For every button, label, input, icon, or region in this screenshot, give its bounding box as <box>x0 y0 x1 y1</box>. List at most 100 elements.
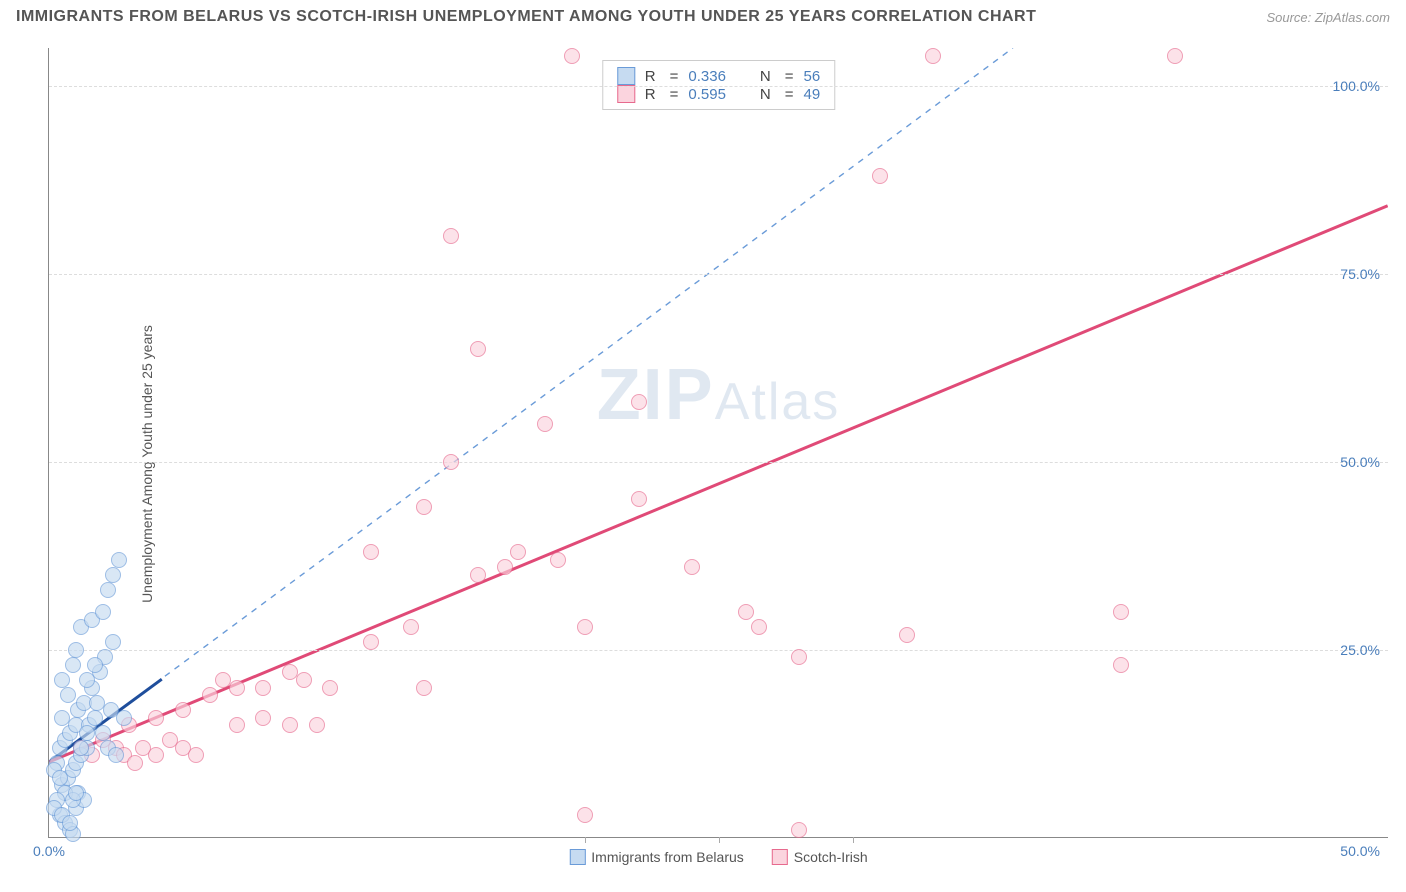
data-point <box>229 680 245 696</box>
data-point <box>65 657 81 673</box>
gridline <box>49 462 1388 463</box>
data-point <box>577 807 593 823</box>
legend-n-value-a: 56 <box>804 68 821 85</box>
watermark-atlas: Atlas <box>715 373 841 431</box>
data-point <box>925 48 941 64</box>
data-point <box>54 672 70 688</box>
legend-n-value-b: 49 <box>804 86 821 103</box>
data-point <box>202 687 218 703</box>
title-bar: IMMIGRANTS FROM BELARUS VS SCOTCH-IRISH … <box>0 0 1406 30</box>
legend-label-a: Immigrants from Belarus <box>591 849 743 865</box>
data-point <box>899 627 915 643</box>
trend-lines <box>49 48 1388 837</box>
legend-item-b: Scotch-Irish <box>772 849 868 865</box>
data-point <box>79 725 95 741</box>
legend-label-b: Scotch-Irish <box>794 849 868 865</box>
data-point <box>108 747 124 763</box>
data-point <box>510 544 526 560</box>
data-point <box>416 680 432 696</box>
data-point <box>68 785 84 801</box>
data-point <box>282 717 298 733</box>
data-point <box>54 710 70 726</box>
legend-eq: = <box>785 86 794 103</box>
data-point <box>79 672 95 688</box>
legend-eq: = <box>670 86 679 103</box>
data-point <box>127 755 143 771</box>
plot-area: ZIPAtlas R = 0.336 N = 56 R = 0.595 N <box>48 48 1388 838</box>
data-point <box>87 657 103 673</box>
legend-r-label: R <box>645 68 656 85</box>
gridline <box>49 274 1388 275</box>
data-point <box>95 604 111 620</box>
legend-n-label: N <box>760 68 771 85</box>
legend-item-a: Immigrants from Belarus <box>569 849 743 865</box>
data-point <box>116 710 132 726</box>
y-tick-label: 50.0% <box>1340 454 1380 470</box>
x-tick-mark <box>719 837 720 843</box>
data-point <box>751 619 767 635</box>
data-point <box>416 499 432 515</box>
chart-container: Unemployment Among Youth under 25 years … <box>0 36 1406 892</box>
x-tick-mark <box>585 837 586 843</box>
data-point <box>684 559 700 575</box>
data-point <box>60 687 76 703</box>
y-tick-label: 25.0% <box>1340 642 1380 658</box>
legend-row-series-a: R = 0.336 N = 56 <box>617 67 820 85</box>
data-point <box>1113 657 1129 673</box>
data-point <box>148 710 164 726</box>
data-point <box>470 567 486 583</box>
legend-swatch-b <box>617 85 635 103</box>
data-point <box>73 740 89 756</box>
data-point <box>1113 604 1129 620</box>
data-point <box>631 394 647 410</box>
y-tick-label: 75.0% <box>1340 266 1380 282</box>
data-point <box>255 710 271 726</box>
legend-eq: = <box>785 68 794 85</box>
chart-title: IMMIGRANTS FROM BELARUS VS SCOTCH-IRISH … <box>16 8 1036 26</box>
data-point <box>100 582 116 598</box>
data-point <box>738 604 754 620</box>
data-point <box>296 672 312 688</box>
x-tick-mark <box>853 837 854 843</box>
gridline <box>49 86 1388 87</box>
data-point <box>363 634 379 650</box>
data-point <box>188 747 204 763</box>
data-point <box>229 717 245 733</box>
legend-swatch-a <box>569 849 585 865</box>
data-point <box>497 559 513 575</box>
data-point <box>791 822 807 838</box>
data-point <box>309 717 325 733</box>
data-point <box>62 815 78 831</box>
data-point <box>87 710 103 726</box>
data-point <box>631 491 647 507</box>
data-point <box>105 634 121 650</box>
legend-swatch-a <box>617 67 635 85</box>
data-point <box>215 672 231 688</box>
watermark-zip: ZIP <box>597 355 715 435</box>
data-point <box>443 454 459 470</box>
data-point <box>550 552 566 568</box>
x-tick-label: 0.0% <box>33 843 65 859</box>
legend-r-value-b: 0.595 <box>688 86 726 103</box>
data-point <box>111 552 127 568</box>
data-point <box>52 770 68 786</box>
legend-swatch-b <box>772 849 788 865</box>
legend-r-value-a: 0.336 <box>688 68 726 85</box>
legend-row-series-b: R = 0.595 N = 49 <box>617 85 820 103</box>
data-point <box>363 544 379 560</box>
data-point <box>564 48 580 64</box>
x-tick-label: 50.0% <box>1340 843 1380 859</box>
data-point <box>95 725 111 741</box>
data-point <box>255 680 271 696</box>
data-point <box>105 567 121 583</box>
data-point <box>537 416 553 432</box>
data-point <box>470 341 486 357</box>
gridline <box>49 650 1388 651</box>
data-point <box>175 702 191 718</box>
legend-series: Immigrants from Belarus Scotch-Irish <box>569 849 867 865</box>
data-point <box>577 619 593 635</box>
data-point <box>403 619 419 635</box>
data-point <box>322 680 338 696</box>
legend-eq: = <box>670 68 679 85</box>
data-point <box>791 649 807 665</box>
